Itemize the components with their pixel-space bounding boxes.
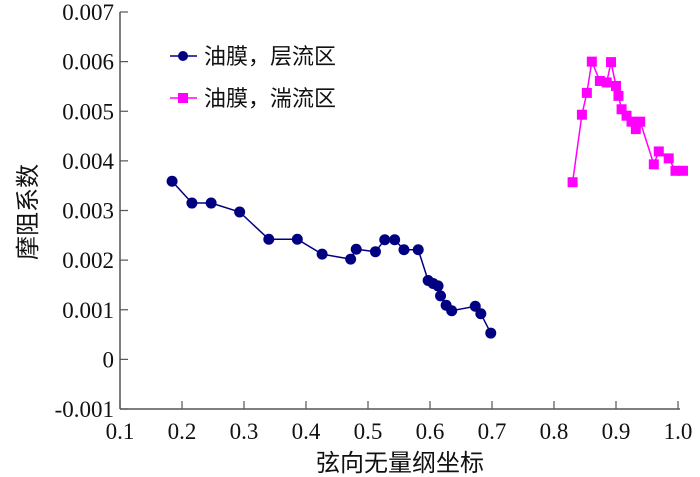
y-axis-label: 摩阻系数 <box>14 164 42 260</box>
x-tick-label: 0.3 <box>230 419 259 444</box>
legend-label-turbulent: 油膜，湍流区 <box>204 87 336 112</box>
x-tick-label: 0.1 <box>106 419 135 444</box>
data-point <box>186 197 198 209</box>
data-point <box>291 233 303 245</box>
data-point <box>606 57 617 68</box>
data-point <box>475 308 487 320</box>
x-tick-label: 0.4 <box>292 419 321 444</box>
data-point <box>350 243 362 255</box>
data-point <box>369 246 381 258</box>
x-tick-label: 0.7 <box>478 419 507 444</box>
x-tick-label: 0.8 <box>540 419 569 444</box>
data-point <box>613 90 624 101</box>
data-point <box>677 165 688 176</box>
series-group <box>166 56 688 339</box>
data-point <box>670 165 681 176</box>
x-tick-label: 0.9 <box>602 419 631 444</box>
x-tick-label: 0.5 <box>354 419 383 444</box>
data-point <box>398 244 410 256</box>
data-point <box>601 77 612 88</box>
data-point <box>576 109 587 120</box>
data-point <box>616 104 627 115</box>
data-point <box>316 248 328 260</box>
y-tick-label: 0.006 <box>62 50 114 75</box>
data-point <box>663 153 674 164</box>
data-point <box>648 159 659 170</box>
data-point <box>586 56 597 67</box>
y-tick-label: 0.007 <box>62 0 114 25</box>
data-point <box>630 124 641 135</box>
data-point <box>611 80 621 91</box>
data-point <box>345 253 357 265</box>
data-point <box>567 177 578 188</box>
data-point <box>581 87 592 98</box>
series-line-0 <box>171 180 492 334</box>
data-point <box>435 290 447 302</box>
data-point <box>653 146 664 157</box>
legend-marker-laminar <box>178 51 188 61</box>
data-point <box>432 280 444 292</box>
data-point <box>635 116 646 127</box>
y-tick-label: 0.005 <box>62 99 114 124</box>
y-tick-label: 0.004 <box>62 149 114 174</box>
y-tick-label: -0.001 <box>55 397 114 422</box>
data-point <box>166 175 178 187</box>
data-point <box>389 234 401 246</box>
data-point <box>626 116 637 127</box>
data-point <box>205 197 217 209</box>
data-point <box>594 75 605 86</box>
data-point <box>379 234 391 246</box>
data-point <box>412 244 424 256</box>
axes: 0.1 0.2 0.3 0.4 0.5 0.6 0.7 0.8 0.9 1.0 -0.001 0 0.0… <box>55 0 693 444</box>
x-axis-label: 弦向无量纲坐标 <box>316 449 484 477</box>
y-tick-label: 0.001 <box>62 298 114 323</box>
y-tick-label: 0.003 <box>62 199 114 224</box>
data-point <box>485 327 497 339</box>
y-tick-label: 0 <box>103 347 115 372</box>
legend: 油膜，层流区 油膜，湍流区 <box>170 45 336 112</box>
x-tick-label: 0.6 <box>416 419 445 444</box>
data-point <box>621 110 632 121</box>
y-tick-label: 0.002 <box>62 248 114 273</box>
x-tick-label: 0.2 <box>168 419 197 444</box>
data-point <box>263 233 275 245</box>
legend-marker-turbulent <box>178 93 188 103</box>
x-tick-label: 1.0 <box>664 419 693 444</box>
legend-label-laminar: 油膜，层流区 <box>204 45 336 70</box>
data-point <box>446 305 458 317</box>
data-point <box>234 206 246 218</box>
